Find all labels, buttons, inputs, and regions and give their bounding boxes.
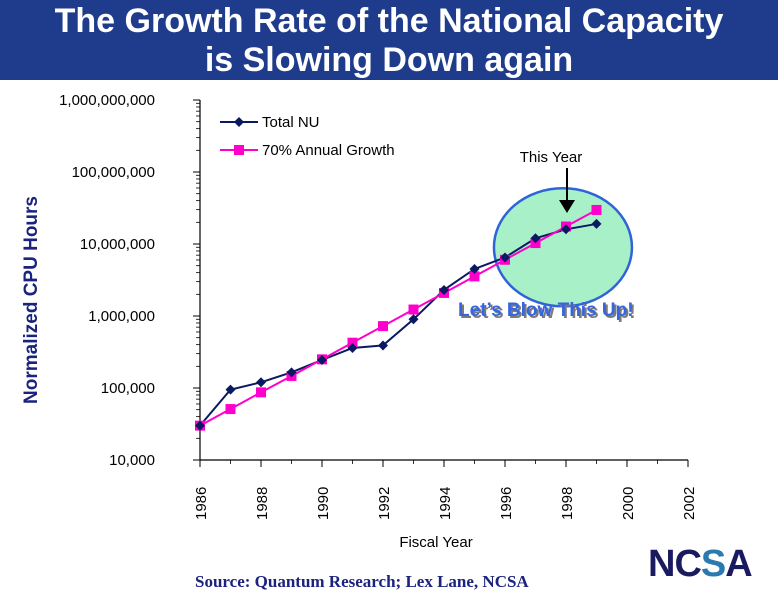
x-tick-label: 1988 [254, 487, 271, 520]
total-nu-point [439, 284, 449, 295]
total-nu-point [195, 420, 205, 431]
title-line-2: is Slowing Down again [204, 41, 574, 79]
x-tick-label: 1992 [376, 487, 393, 520]
callout-label: Let’s Blow This Up! [458, 300, 634, 321]
title-bar [0, 0, 778, 80]
series-line-1 [199, 222, 597, 427]
page-title: The Growth Rate of the National Capacity… [0, 2, 778, 80]
total-nu-point [591, 218, 602, 229]
total-nu-point [256, 377, 266, 388]
legend-marker [234, 145, 244, 155]
total-nu-point [530, 233, 541, 244]
ncsa-logo: NCSA [648, 543, 753, 585]
growth-point [469, 271, 480, 282]
this-year-label: This Year [520, 149, 583, 166]
highlight-ellipse [492, 187, 634, 308]
y-tick-label: 100,000,000 [72, 164, 155, 181]
this-year-arrow-head [559, 200, 575, 213]
growth-point [408, 304, 419, 315]
growth-point [256, 387, 266, 398]
y-tick-label: 10,000,000 [80, 236, 155, 253]
total-nu-point [469, 263, 480, 274]
legend-marker [234, 117, 244, 127]
legend-label: 70% Annual Growth [262, 142, 395, 159]
y-tick-label: 1,000,000,000 [59, 92, 155, 109]
x-tick-label: 1986 [193, 487, 210, 520]
y-tick-label: 10,000 [109, 452, 155, 469]
growth-point [225, 404, 236, 415]
x-tick-label: 1996 [498, 487, 515, 520]
total-nu-point [561, 224, 571, 235]
total-nu-point [500, 252, 510, 263]
title-line-1: The Growth Rate of the National Capacity [54, 2, 724, 40]
total-nu-point [347, 342, 358, 353]
series-line-2 [199, 209, 597, 427]
total-nu-point [317, 354, 327, 365]
total-nu-point [378, 340, 388, 351]
x-tick-label: 1998 [559, 487, 576, 520]
growth-point [378, 321, 388, 332]
total-nu-point [225, 384, 236, 395]
x-tick-label: 2000 [620, 487, 637, 520]
legend-label: Total NU [262, 114, 320, 131]
callout-shadow: Let’s Blow This Up! [460, 302, 636, 323]
growth-point [591, 204, 602, 215]
total-nu-point [408, 314, 419, 325]
growth-point [347, 337, 358, 348]
x-tick-label: 1994 [437, 487, 454, 520]
x-tick-label: 1990 [315, 487, 332, 520]
y-tick-label: 100,000 [101, 380, 155, 397]
y-tick-label: 1,000,000 [88, 308, 155, 325]
y-axis-title: Normalized CPU Hours [21, 196, 42, 404]
total-nu-point [286, 367, 297, 378]
x-axis-title: Fiscal Year [399, 534, 472, 551]
x-tick-label: 2002 [681, 487, 698, 520]
source-credit: Source: Quantum Research; Lex Lane, NCSA [195, 572, 529, 591]
